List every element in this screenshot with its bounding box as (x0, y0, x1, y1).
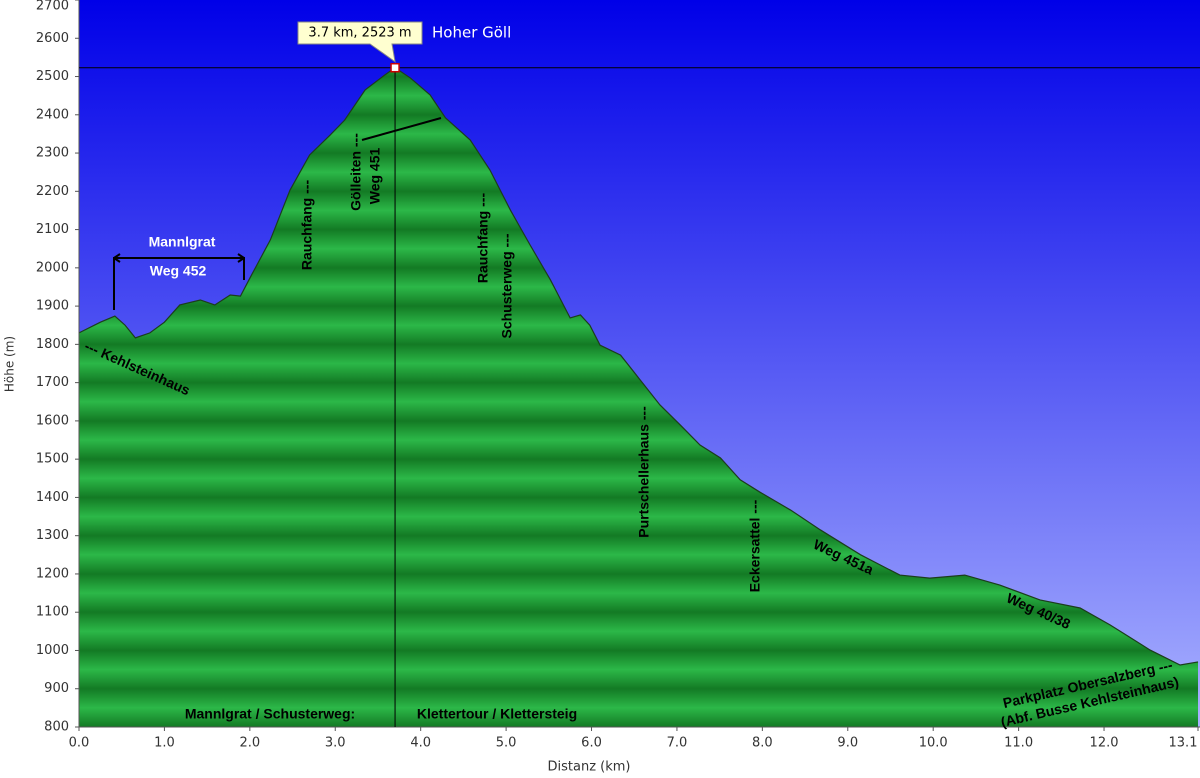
x-tick-label: 8.0 (752, 736, 773, 751)
x-tick-label: 6.0 (581, 736, 602, 751)
y-tick-label: 1500 (36, 452, 69, 467)
y-tick-label: 1300 (36, 528, 69, 543)
y-tick-label: 1700 (36, 375, 69, 390)
area (79, 67, 1198, 728)
x-tick-label: 0.0 (69, 736, 90, 751)
x-axis-title: Distanz (km) (548, 760, 631, 775)
peak-name: Hoher Göll (432, 24, 511, 42)
y-tick-label: 1100 (36, 605, 69, 620)
y-tick-label: 2700 (36, 0, 69, 14)
pointer-line (361, 117, 442, 141)
x-tick-label: 4.0 (410, 736, 431, 751)
x-tick-label: 3.0 (325, 736, 346, 751)
tooltip-box (297, 21, 423, 63)
annotation: Rauchfang --- (475, 193, 491, 284)
y-tick-label: 2300 (36, 146, 69, 161)
annotation: Schusterweg --- (499, 233, 515, 338)
y-tick-label: 1800 (36, 337, 69, 352)
x-tick-label: 7.0 (667, 736, 688, 751)
y-tick-label: 2500 (36, 69, 69, 84)
x-tick-label: 12.0 (1090, 736, 1119, 751)
y-tick-label: 1600 (36, 413, 69, 428)
y-tick-label: 2200 (36, 184, 69, 199)
annotation: Weg 452 (150, 263, 207, 279)
plot-area (78, 66, 1199, 728)
y-tick-label: 1000 (36, 643, 69, 658)
y-axis-title: Höhe (m) (3, 336, 17, 392)
annotation: Weg 451 (367, 148, 383, 205)
y-tick-label: 2600 (36, 31, 69, 46)
bracket (113, 253, 245, 310)
highlight-point (390, 62, 400, 73)
x-tick-label: 5.0 (496, 736, 517, 751)
tooltip-label: 3.7 km, 2523 m (308, 26, 411, 41)
x-tick-label: 2.0 (239, 736, 260, 751)
y-tick-label: 1400 (36, 490, 69, 505)
x-tick-label: 13.1 (1169, 736, 1198, 751)
y-tick-label: 800 (44, 720, 69, 735)
y-tick-label: 1900 (36, 299, 69, 314)
x-tick-label: 1.0 (154, 736, 175, 751)
annotation: Gölleiten --- (348, 133, 364, 211)
x-tick-label: 11.0 (1004, 736, 1033, 751)
annotation: Klettertour / Klettersteig (417, 706, 577, 722)
annotation: Eckersattel --- (747, 499, 763, 592)
annotation: Rauchfang --- (299, 180, 315, 271)
y-tick-label: 900 (44, 681, 69, 696)
y-tick-label: 1200 (36, 566, 69, 581)
y-tick-label: 2100 (36, 222, 69, 237)
profile-line (78, 66, 1199, 666)
x-tick-label: 10.0 (919, 736, 948, 751)
x-tick-label: 9.0 (837, 736, 858, 751)
annotation: Purtschellerhaus --- (636, 406, 652, 538)
annotation: Mannlgrat (149, 234, 216, 250)
annotation: Mannlgrat / Schusterweg: (185, 706, 355, 722)
y-tick-label: 2000 (36, 260, 69, 275)
y-tick-label: 2400 (36, 107, 69, 122)
